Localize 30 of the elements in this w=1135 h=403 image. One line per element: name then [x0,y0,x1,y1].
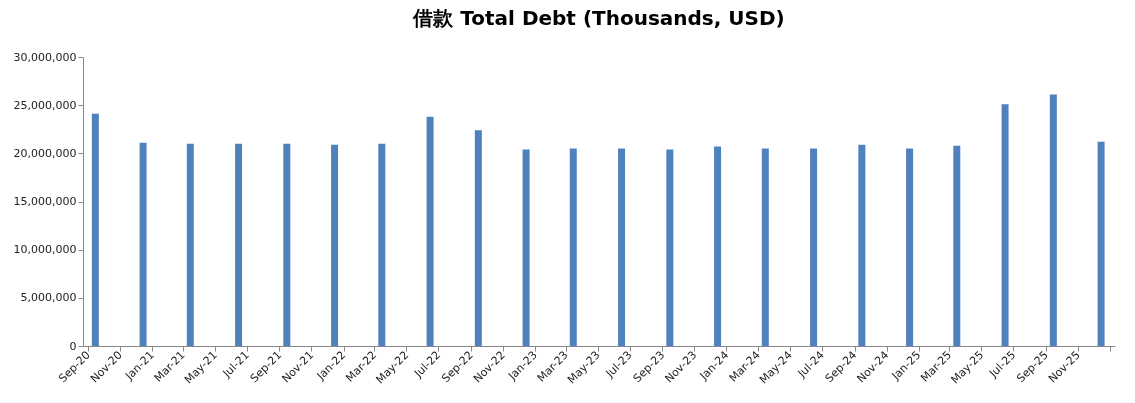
bar [378,143,386,346]
bar [906,148,914,346]
bar [474,130,482,346]
y-tick-label: 5,000,000 [20,291,77,305]
bar [283,143,291,346]
y-tick-label: 0 [69,339,77,353]
y-tick-label: 30,000,000 [13,50,77,64]
bar [522,149,530,346]
bar [1049,94,1057,346]
y-tick-label: 20,000,000 [13,146,77,160]
bar [666,149,674,346]
bar [186,143,194,346]
bar [139,142,147,346]
bar [618,148,626,346]
bar [235,143,243,346]
bar [953,145,961,346]
bar [426,116,434,346]
chart-title: 借款 Total Debt (Thousands, USD) [412,6,785,30]
bar [858,144,866,346]
bar [761,148,769,346]
bar [810,148,818,346]
bar [1097,141,1105,346]
bar [1001,104,1009,346]
bar [714,146,722,346]
y-tick-label: 10,000,000 [13,243,77,257]
bar [569,148,577,346]
y-tick-label: 15,000,000 [13,195,77,208]
bar [91,113,99,346]
bar [331,144,339,346]
y-tick-label: 25,000,000 [13,98,77,112]
